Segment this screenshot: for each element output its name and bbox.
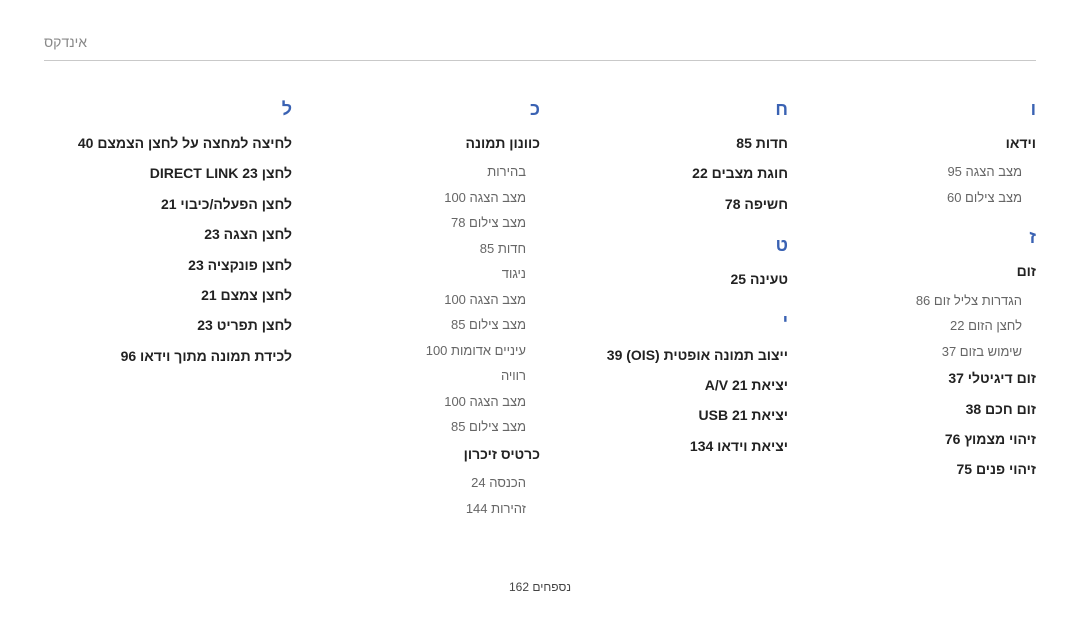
- index-columns: ו וידאו מצב הצגה 95 מצב צילום 60 ז זום ה…: [44, 99, 1036, 524]
- entry-sub: עיניים אדומות 100: [292, 341, 540, 361]
- letter-heading: כ: [292, 99, 540, 120]
- entry-sub: מצב צילום 60: [788, 188, 1036, 208]
- col-4: ל לחיצה למחצה על לחצן הצמצם 40 לחצן DIRE…: [44, 99, 292, 524]
- entry-sub: לחצן הזום 22: [788, 316, 1036, 336]
- entry-sub: הגדרות צליל זום 86: [788, 291, 1036, 311]
- letter-heading: י: [540, 311, 788, 332]
- entry-sub: מצב הצגה 100: [292, 290, 540, 310]
- entry-sub: מצב צילום 85: [292, 417, 540, 437]
- entry-head: לחצן צמצם 21: [44, 284, 292, 306]
- entry-sub: ניגוד: [292, 264, 540, 284]
- col-1: ו וידאו מצב הצגה 95 מצב צילום 60 ז זום ה…: [788, 99, 1036, 524]
- letter-heading: ח: [540, 99, 788, 120]
- entry-sub: רוויה: [292, 366, 540, 386]
- entry-head: לחצן פונקציה 23: [44, 254, 292, 276]
- entry-head: זום: [788, 260, 1036, 282]
- page-header: אינדקס: [44, 34, 1036, 61]
- entry-sub: זהירות 144: [292, 499, 540, 519]
- entry-head: חוגת מצבים 22: [540, 162, 788, 184]
- entry-head: חדות 85: [540, 132, 788, 154]
- entry-head: יציאת A/V 21: [540, 374, 788, 396]
- letter-heading: ו: [788, 99, 1036, 120]
- entry-sub: מצב הצגה 100: [292, 188, 540, 208]
- letter-heading: ל: [44, 99, 292, 120]
- entry-head: לחצן DIRECT LINK 23: [44, 162, 292, 184]
- entry-sub: חדות 85: [292, 239, 540, 259]
- entry-head: זיהוי מצמוץ 76: [788, 428, 1036, 450]
- letter-heading: ז: [788, 227, 1036, 248]
- entry-head: זום דיגיטלי 37: [788, 367, 1036, 389]
- page-footer: נספחים 162: [0, 580, 1080, 594]
- col-3: כ כוונון תמונה בהירות מצב הצגה 100 מצב צ…: [292, 99, 540, 524]
- page: אינדקס ו וידאו מצב הצגה 95 מצב צילום 60 …: [0, 0, 1080, 630]
- entry-head: וידאו: [788, 132, 1036, 154]
- entry-sub: שימוש בזום 37: [788, 342, 1036, 362]
- entry-head: לחיצה למחצה על לחצן הצמצם 40: [44, 132, 292, 154]
- entry-sub: מצב צילום 78: [292, 213, 540, 233]
- col-2: ח חדות 85 חוגת מצבים 22 חשיפה 78 ט טעינה…: [540, 99, 788, 524]
- letter-heading: ט: [540, 235, 788, 256]
- entry-head: זום חכם 38: [788, 398, 1036, 420]
- entry-head: טעינה 25: [540, 268, 788, 290]
- entry-sub: הכנסה 24: [292, 473, 540, 493]
- entry-head: חשיפה 78: [540, 193, 788, 215]
- entry-head: כרטיס זיכרון: [292, 443, 540, 465]
- entry-sub: מצב הצגה 95: [788, 162, 1036, 182]
- entry-head: לחצן הפעלה/כיבוי 21: [44, 193, 292, 215]
- entry-head: לחצן תפריט 23: [44, 314, 292, 336]
- entry-head: לחצן הצגה 23: [44, 223, 292, 245]
- entry-head: לכידת תמונה מתוך וידאו 96: [44, 345, 292, 367]
- entry-sub: מצב הצגה 100: [292, 392, 540, 412]
- entry-head: זיהוי פנים 75: [788, 458, 1036, 480]
- entry-sub: בהירות: [292, 162, 540, 182]
- entry-head: ייצוב תמונה אופטית (OIS) 39: [540, 344, 788, 366]
- entry-sub: מצב צילום 85: [292, 315, 540, 335]
- entry-head: יציאת USB 21: [540, 404, 788, 426]
- entry-head: יציאת וידאו 134: [540, 435, 788, 457]
- entry-head: כוונון תמונה: [292, 132, 540, 154]
